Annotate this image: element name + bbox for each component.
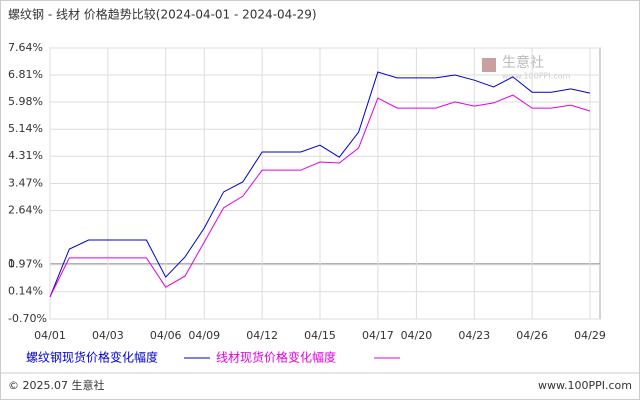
y-tick-label: 5.14% xyxy=(8,122,43,135)
x-tick-label: 04/17 xyxy=(362,329,394,342)
chart-title: 螺纹钢 - 线材 价格趋势比较(2024-04-01 - 2024-04-29) xyxy=(8,7,317,22)
y-tick-label: -0.70% xyxy=(8,312,47,325)
footer-copyright: © 2025.07 生意社 xyxy=(8,378,104,392)
x-tick-label: 04/15 xyxy=(304,329,336,342)
footer-site: www.100PPI.com xyxy=(538,379,632,392)
series-line xyxy=(49,71,591,298)
y-tick-label: 0.97% xyxy=(8,258,43,271)
y-tick-label: 2.64% xyxy=(8,203,43,216)
x-tick-label: 04/29 xyxy=(574,329,606,342)
x-tick-label: 04/12 xyxy=(246,329,278,342)
x-tick-label: 04/23 xyxy=(458,329,490,342)
legend-label: 线材现货价格变化幅度 xyxy=(216,350,336,365)
x-tick-label: 04/03 xyxy=(92,329,124,342)
legend-label: 螺纹钢现货价格变化幅度 xyxy=(26,350,158,365)
series-line xyxy=(49,94,591,298)
y-tick-label: 6.81% xyxy=(8,68,43,81)
x-tick-label: 04/26 xyxy=(516,329,548,342)
y-tick-label: 3.47% xyxy=(8,177,43,190)
x-tick-label: 04/09 xyxy=(188,329,220,342)
y-tick-label: 5.98% xyxy=(8,95,43,108)
watermark-name: 生意社 xyxy=(502,54,544,71)
x-tick-label: 04/06 xyxy=(150,329,182,342)
x-tick-label: 04/20 xyxy=(401,329,433,342)
watermark-logo xyxy=(482,58,496,72)
y-tick-label: 4.31% xyxy=(8,149,43,162)
y-tick-label: 0.14% xyxy=(8,285,43,298)
x-tick-label: 04/01 xyxy=(34,329,66,342)
watermark-url: www.100PPI.com xyxy=(502,72,571,81)
y-tick-label: 7.64% xyxy=(8,41,43,54)
y-tick-label: 1 xyxy=(8,257,15,270)
